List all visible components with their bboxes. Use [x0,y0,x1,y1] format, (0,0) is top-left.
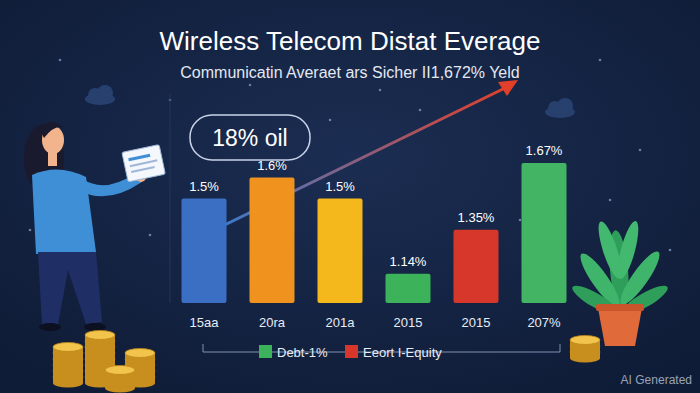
data-label: 1.6% [257,158,287,173]
trend-arrow-head [498,80,518,96]
data-label: 1.5% [325,179,355,194]
cloud-part [97,85,113,101]
legend-swatch [345,345,358,358]
plant [569,219,671,346]
x-tick-label: 2015 [462,315,491,330]
star [249,84,252,87]
cloud [85,85,115,105]
laptop-line [130,159,158,167]
bars [182,163,567,303]
data-label: 1.5% [189,179,219,194]
star [29,229,32,232]
star [59,59,62,62]
star [329,119,332,122]
pants [38,252,102,324]
x-tick-label: 20ra [259,315,286,330]
chart: Wireless Telecom Distat Everage Communica… [0,0,700,393]
x-tick-label: 15aa [190,315,220,330]
legend-label: Debt-1% [277,345,328,360]
laptop-screen [122,145,165,182]
laptop [122,145,165,182]
data-label: 1.14% [390,254,427,269]
watermark: AI Generated [621,373,692,387]
star [149,234,152,237]
laptop-line [131,166,155,173]
data-label: 1.35% [458,210,495,225]
coin-top [53,343,83,352]
star [599,59,602,62]
neck [48,152,57,166]
annotation-pill [190,115,310,160]
star [609,199,612,202]
cloud [545,98,575,118]
y-axis-line [170,94,171,303]
pot-rim [596,304,644,311]
star [519,219,522,222]
coin-top [85,331,115,340]
coin-top [105,366,135,375]
leaf [594,219,626,280]
background [0,0,700,393]
star [379,89,382,92]
bar [454,230,499,303]
person [24,122,165,331]
star [669,249,672,252]
bar [386,274,431,303]
x-tick-label: 2015 [394,315,423,330]
shoe [84,323,106,331]
x-tick-label: 207% [527,315,561,330]
bar [318,199,363,304]
subtitle: Communicatin Averaet ars Sicher II1,672%… [180,64,519,81]
star [639,149,642,152]
hair-front [40,122,64,138]
coin-stack [53,343,83,388]
coin-stack [570,336,600,363]
coin-top [570,336,600,345]
pot [598,308,642,346]
coin-stack [105,366,135,393]
bar [250,178,295,303]
legend-label: Eeort I-Equity [363,345,442,360]
legend-swatch [259,345,272,358]
shoe [39,323,61,331]
cloud-part [557,98,573,114]
star [419,109,422,112]
coin-top [125,349,155,358]
data-label: 1.67% [526,143,563,158]
bar [522,163,567,303]
laptop-line [128,154,150,162]
title: Wireless Telecom Distat Everage [160,26,541,56]
annotation: 18% oil [212,125,287,151]
bar [182,199,227,304]
x-tick-label: 201a [326,315,356,330]
